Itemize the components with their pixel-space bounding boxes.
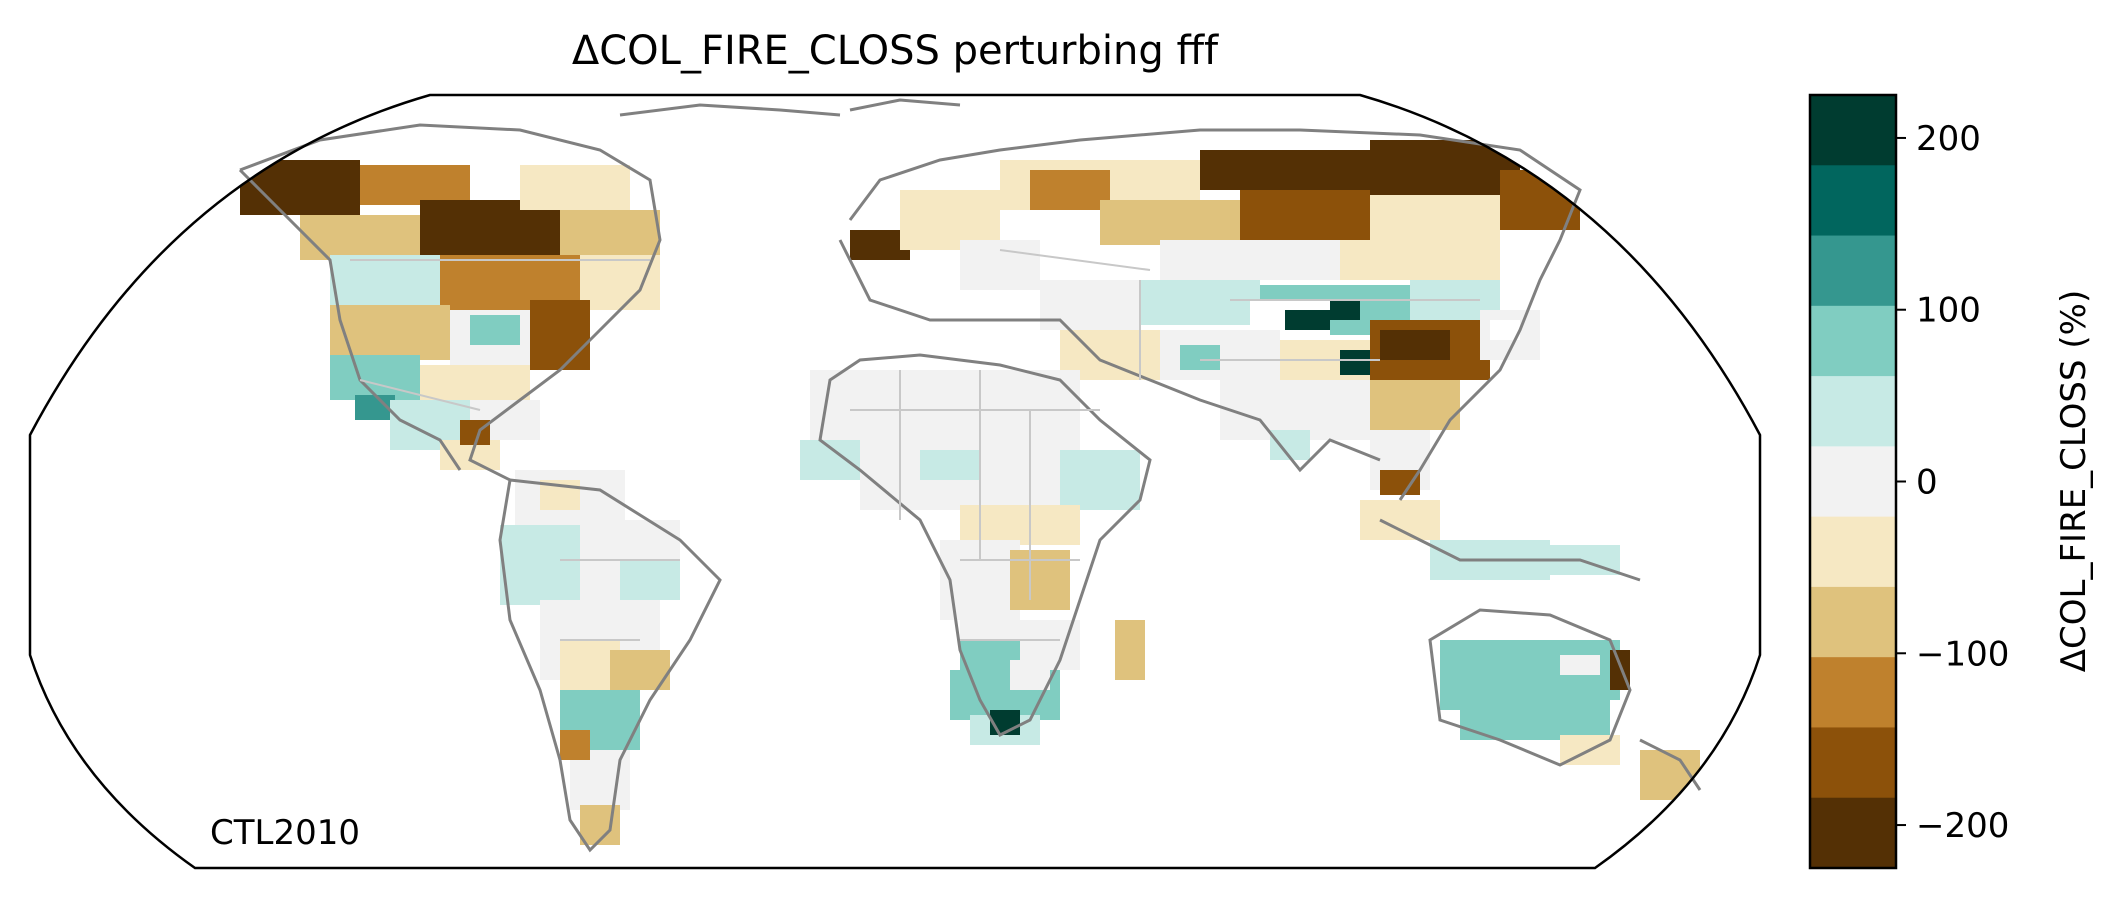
coastlines (238, 98, 1702, 853)
africa-region (800, 370, 1145, 745)
experiment-label: CTL2010 (210, 813, 360, 853)
colorbar-tick-label: 100 (1916, 291, 1981, 331)
colorbar-bin (1810, 376, 1896, 447)
colorbar-bin (1810, 657, 1896, 728)
map-title: ΔCOL_FIRE_CLOSS perturbing fff (572, 28, 1219, 74)
colorbar-bin (1810, 446, 1896, 518)
colorbar-bin (1810, 235, 1896, 307)
colorbar-tick-label: −200 (1916, 806, 2009, 846)
colorbar-bin (1810, 95, 1896, 166)
colorbar-tick-label: −100 (1916, 634, 2009, 674)
eurasia-region (850, 140, 1580, 495)
colorbar-bin (1810, 165, 1896, 237)
north-america-region (240, 160, 660, 470)
map-data-layer (240, 140, 1700, 845)
colorbar-ticks: 200 100 0 −100 −200 (1896, 119, 2009, 846)
colorbar-bin (1810, 305, 1896, 377)
colorbar: 200 100 0 −100 −200 ΔCOL_FIRE_CLOSS (%) (1808, 93, 2094, 870)
colorbar-bin (1810, 797, 1896, 869)
colorbar-bins (1810, 95, 1896, 869)
colorbar-bin (1810, 516, 1896, 588)
oceania-region (1360, 500, 1700, 800)
colorbar-tick-label: 200 (1916, 119, 1981, 159)
colorbar-bin (1810, 727, 1896, 799)
colorbar-label: ΔCOL_FIRE_CLOSS (%) (2054, 290, 2094, 672)
colorbar-bin (1810, 586, 1896, 658)
globe-outline (28, 93, 1762, 870)
country-borders (350, 249, 1480, 641)
colorbar-tick-label: 0 (1916, 463, 1938, 503)
